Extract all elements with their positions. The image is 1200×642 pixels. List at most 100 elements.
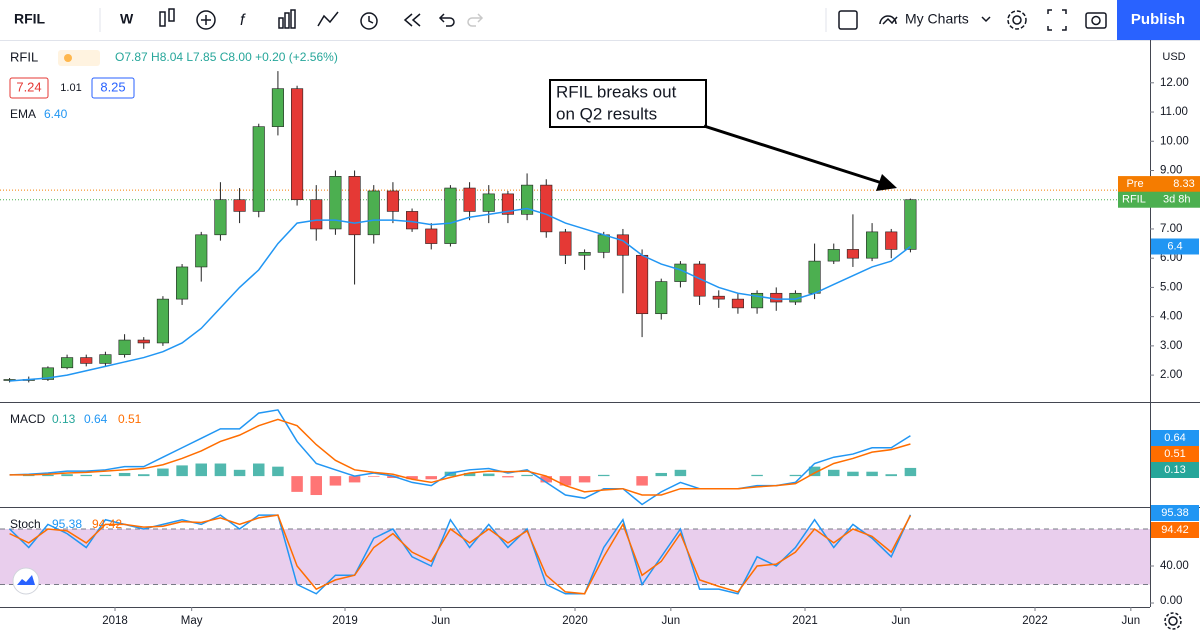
candle-body — [827, 249, 840, 262]
macd-histogram-bar — [214, 463, 227, 477]
stoch-legend-value: 95.38 — [52, 517, 82, 531]
tv-logo[interactable] — [12, 567, 40, 595]
x-tick-label: Jun — [432, 615, 451, 627]
legend-badge — [58, 50, 100, 66]
candle-body — [712, 295, 725, 300]
candle-body — [751, 292, 764, 309]
stoch-axis-label: 94.42 — [1161, 524, 1189, 536]
symbol-button[interactable]: RFIL — [14, 11, 46, 27]
macd-histogram-bar — [23, 475, 35, 477]
macd-histogram-bar — [233, 469, 246, 477]
candle-body — [636, 254, 649, 315]
ask: 8.25 — [100, 79, 125, 94]
macd-histogram-bar — [751, 474, 763, 477]
candle-body — [866, 231, 879, 259]
candle-body — [463, 187, 476, 212]
legend-ohlc: O7.87 H8.04 L7.85 C8.00 +0.20 (+2.56%) — [115, 50, 338, 64]
ema-axis-label: 6.4 — [1167, 240, 1182, 252]
toolbar-icons[interactable]: f — [159, 8, 1107, 31]
macd-histogram-bar — [655, 472, 667, 477]
x-tick-label: 2020 — [562, 615, 588, 627]
indicator-line — [9, 409, 911, 506]
settings-icon[interactable] — [1164, 612, 1182, 630]
publish-button-bg[interactable] — [1117, 0, 1200, 40]
y-tick-label: 40.00 — [1160, 560, 1189, 572]
x-tick-label: May — [181, 615, 203, 627]
candle-body — [41, 367, 54, 380]
pre-label: Pre — [1126, 178, 1143, 190]
macd-histogram-bar — [253, 463, 265, 477]
macd-histogram-bar — [195, 463, 207, 477]
macd-axis-label: 0.51 — [1164, 448, 1185, 460]
macd-histogram-bar — [176, 465, 188, 477]
macd-histogram-bar — [789, 474, 802, 477]
bid: 7.24 — [16, 79, 41, 94]
x-tick-label: Jun — [892, 615, 911, 627]
last-label-bg — [1118, 191, 1200, 208]
spread: 1.01 — [60, 82, 81, 94]
currency: USD — [1162, 51, 1185, 63]
candle-body — [597, 234, 610, 253]
candle-body — [61, 357, 74, 369]
macd-histogram-bar — [329, 476, 342, 486]
x-tick-label: 2022 — [1022, 615, 1048, 627]
pre-label-bg — [1118, 176, 1200, 193]
x-tick-label: 2021 — [792, 615, 818, 627]
candle-body — [137, 339, 150, 344]
y-tick-label: 3.00 — [1160, 340, 1182, 352]
candle-body — [674, 263, 687, 282]
stoch-legend-value: 94.42 — [92, 517, 122, 531]
indicator-line — [9, 207, 911, 382]
macd-histogram-bar — [540, 476, 552, 483]
candle-body — [616, 234, 629, 256]
candle-body — [540, 184, 553, 233]
candle-body — [176, 266, 189, 300]
x-tick-label: Jun — [662, 615, 681, 627]
candle-body — [271, 88, 284, 127]
indicator-line — [9, 514, 912, 595]
candle-body — [904, 199, 917, 250]
last-label-symbol: RFIL — [1122, 194, 1146, 206]
macd-histogram-bar — [42, 474, 54, 477]
macd-histogram-bar — [272, 466, 284, 477]
candle-body — [310, 199, 323, 230]
interval-button[interactable]: W — [120, 11, 134, 27]
candle-body — [252, 126, 265, 212]
macd-legend-value: 0.51 — [118, 412, 142, 426]
macd-axis-label-bg — [1151, 446, 1199, 462]
annotation-arrowhead — [876, 174, 897, 191]
candle-body — [559, 231, 572, 256]
my-charts-button[interactable]: My Charts — [905, 11, 969, 27]
y-tick-label: 0.00 — [1160, 595, 1182, 607]
x-tick-label: 2018 — [102, 615, 128, 627]
y-tick-label: 4.00 — [1160, 311, 1182, 323]
macd-histogram-bar — [578, 476, 591, 483]
macd-histogram-bar — [598, 474, 610, 477]
publish-button[interactable]: Publish — [1131, 11, 1185, 28]
macd-histogram-bar — [559, 476, 572, 486]
macd-axis-label: 0.13 — [1164, 464, 1185, 476]
candle-body — [731, 298, 744, 309]
macd-histogram-bar — [483, 473, 495, 477]
macd-legend-value: 0.13 — [52, 412, 76, 426]
candle-body — [329, 176, 342, 230]
macd-axis-label: 0.64 — [1164, 432, 1185, 444]
macd-histogram-bar — [406, 476, 418, 480]
y-tick-label: 2.00 — [1160, 369, 1182, 381]
macd-histogram-bar — [847, 471, 859, 477]
candle-body — [195, 234, 208, 268]
macd-title: MACD — [10, 412, 46, 426]
stoch-band — [0, 529, 1150, 585]
candle-body — [578, 252, 591, 256]
ask-box — [91, 77, 135, 99]
macd-histogram-bar — [291, 476, 303, 492]
macd-histogram-bar — [425, 476, 437, 480]
y-tick-label: 5.00 — [1160, 281, 1182, 293]
macd-histogram-bar — [348, 476, 361, 483]
candle-body — [444, 187, 457, 244]
candle-body — [348, 176, 361, 236]
stoch-axis-label-bg — [1151, 522, 1199, 538]
y-tick-label: 11.00 — [1160, 106, 1188, 118]
countdown: 3d 8h — [1163, 194, 1191, 206]
